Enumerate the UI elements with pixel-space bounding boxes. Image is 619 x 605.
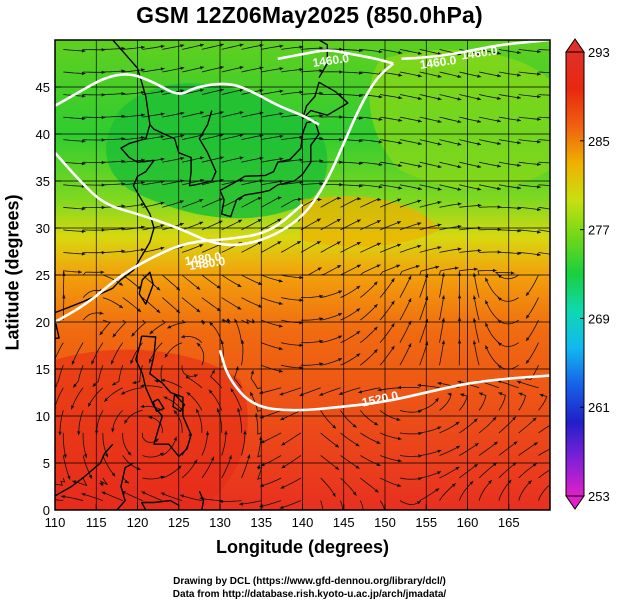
- x-tick-label: 115: [86, 515, 107, 530]
- coastline: [55, 40, 155, 314]
- y-tick-label: 10: [36, 409, 50, 424]
- coastline: [55, 443, 114, 497]
- contour-label: 1460.0: [419, 53, 458, 72]
- x-tick-label: 120: [127, 515, 149, 530]
- x-tick-label: 125: [168, 515, 190, 530]
- colorbar-min-arrow: [565, 495, 585, 510]
- coastline: [138, 271, 154, 305]
- y-tick-label: 25: [36, 268, 50, 283]
- x-tick-label: 150: [374, 515, 396, 530]
- coastline: [219, 120, 320, 218]
- contour-line: [401, 40, 550, 61]
- coastline: [116, 462, 134, 510]
- credit-data: Data from http://database.rish.kyoto-u.a…: [172, 589, 447, 600]
- x-tick-label: 130: [209, 515, 231, 530]
- y-tick-label: 15: [36, 362, 50, 377]
- contour-label: 1480.0: [188, 254, 227, 273]
- x-axis: 110 115 120 125 130 135 140 145 150 155 160 165: [45, 504, 520, 530]
- y-tick-label: 30: [36, 221, 50, 236]
- coastline: [301, 81, 349, 120]
- contour-line: [277, 49, 394, 65]
- colorbar-tick-label: 253: [588, 489, 610, 504]
- x-tick-label: 165: [498, 515, 520, 530]
- contour-line: [55, 73, 320, 126]
- coastline: [172, 393, 186, 412]
- y-tick-label: 5: [43, 456, 50, 471]
- x-tick-label: 160: [457, 515, 479, 530]
- coastline: [318, 40, 328, 78]
- contour-label: 1480.0: [184, 249, 223, 268]
- colorbar-tick-label: 277: [588, 223, 610, 238]
- coastline: [198, 490, 205, 510]
- x-axis-label: Longitude (degrees): [215, 537, 389, 557]
- y-tick-label: 45: [36, 80, 50, 95]
- coastline: [140, 499, 180, 510]
- contour-line: [55, 62, 395, 247]
- contour-label: 1460.0: [312, 51, 351, 70]
- colorbar-tick-label: 269: [588, 311, 610, 326]
- map-title: GSM 12Z06May2025 (850.0hPa): [136, 2, 483, 28]
- y-tick-label: 0: [43, 503, 50, 518]
- colorbar-max-arrow: [565, 38, 585, 53]
- credit-drawing: Drawing by DCL (https://www.gfd-dennou.o…: [173, 576, 446, 587]
- y-tick-label: 20: [36, 315, 50, 330]
- colorbar: 253 261 269 277 285 293: [565, 38, 610, 510]
- colorbar-scale: [565, 51, 585, 497]
- x-tick-label: 145: [333, 515, 355, 530]
- y-axis: 0 5 10 15 20 25 30 35 40 45: [36, 80, 61, 518]
- coastlines: [55, 40, 349, 510]
- colorbar-tick-label: 261: [588, 400, 610, 415]
- x-tick-label: 135: [250, 515, 272, 530]
- y-axis-label: Latitude (degrees): [2, 194, 23, 351]
- x-tick-label: 155: [415, 515, 437, 530]
- y-tick-label: 40: [36, 127, 50, 142]
- colorbar-tick-label: 293: [588, 45, 610, 60]
- coastline: [152, 398, 165, 412]
- x-tick-label: 140: [292, 515, 314, 530]
- contour-line: [55, 203, 304, 324]
- contour-line: [218, 349, 550, 412]
- coastline: [149, 110, 217, 187]
- lat-lon-grid: [55, 40, 550, 510]
- contour-label: 1460.0: [460, 43, 499, 62]
- x-tick-label: 110: [45, 515, 66, 530]
- colorbar-tick-label: 285: [588, 134, 610, 149]
- coastline: [55, 319, 60, 340]
- y-tick-label: 35: [36, 174, 50, 189]
